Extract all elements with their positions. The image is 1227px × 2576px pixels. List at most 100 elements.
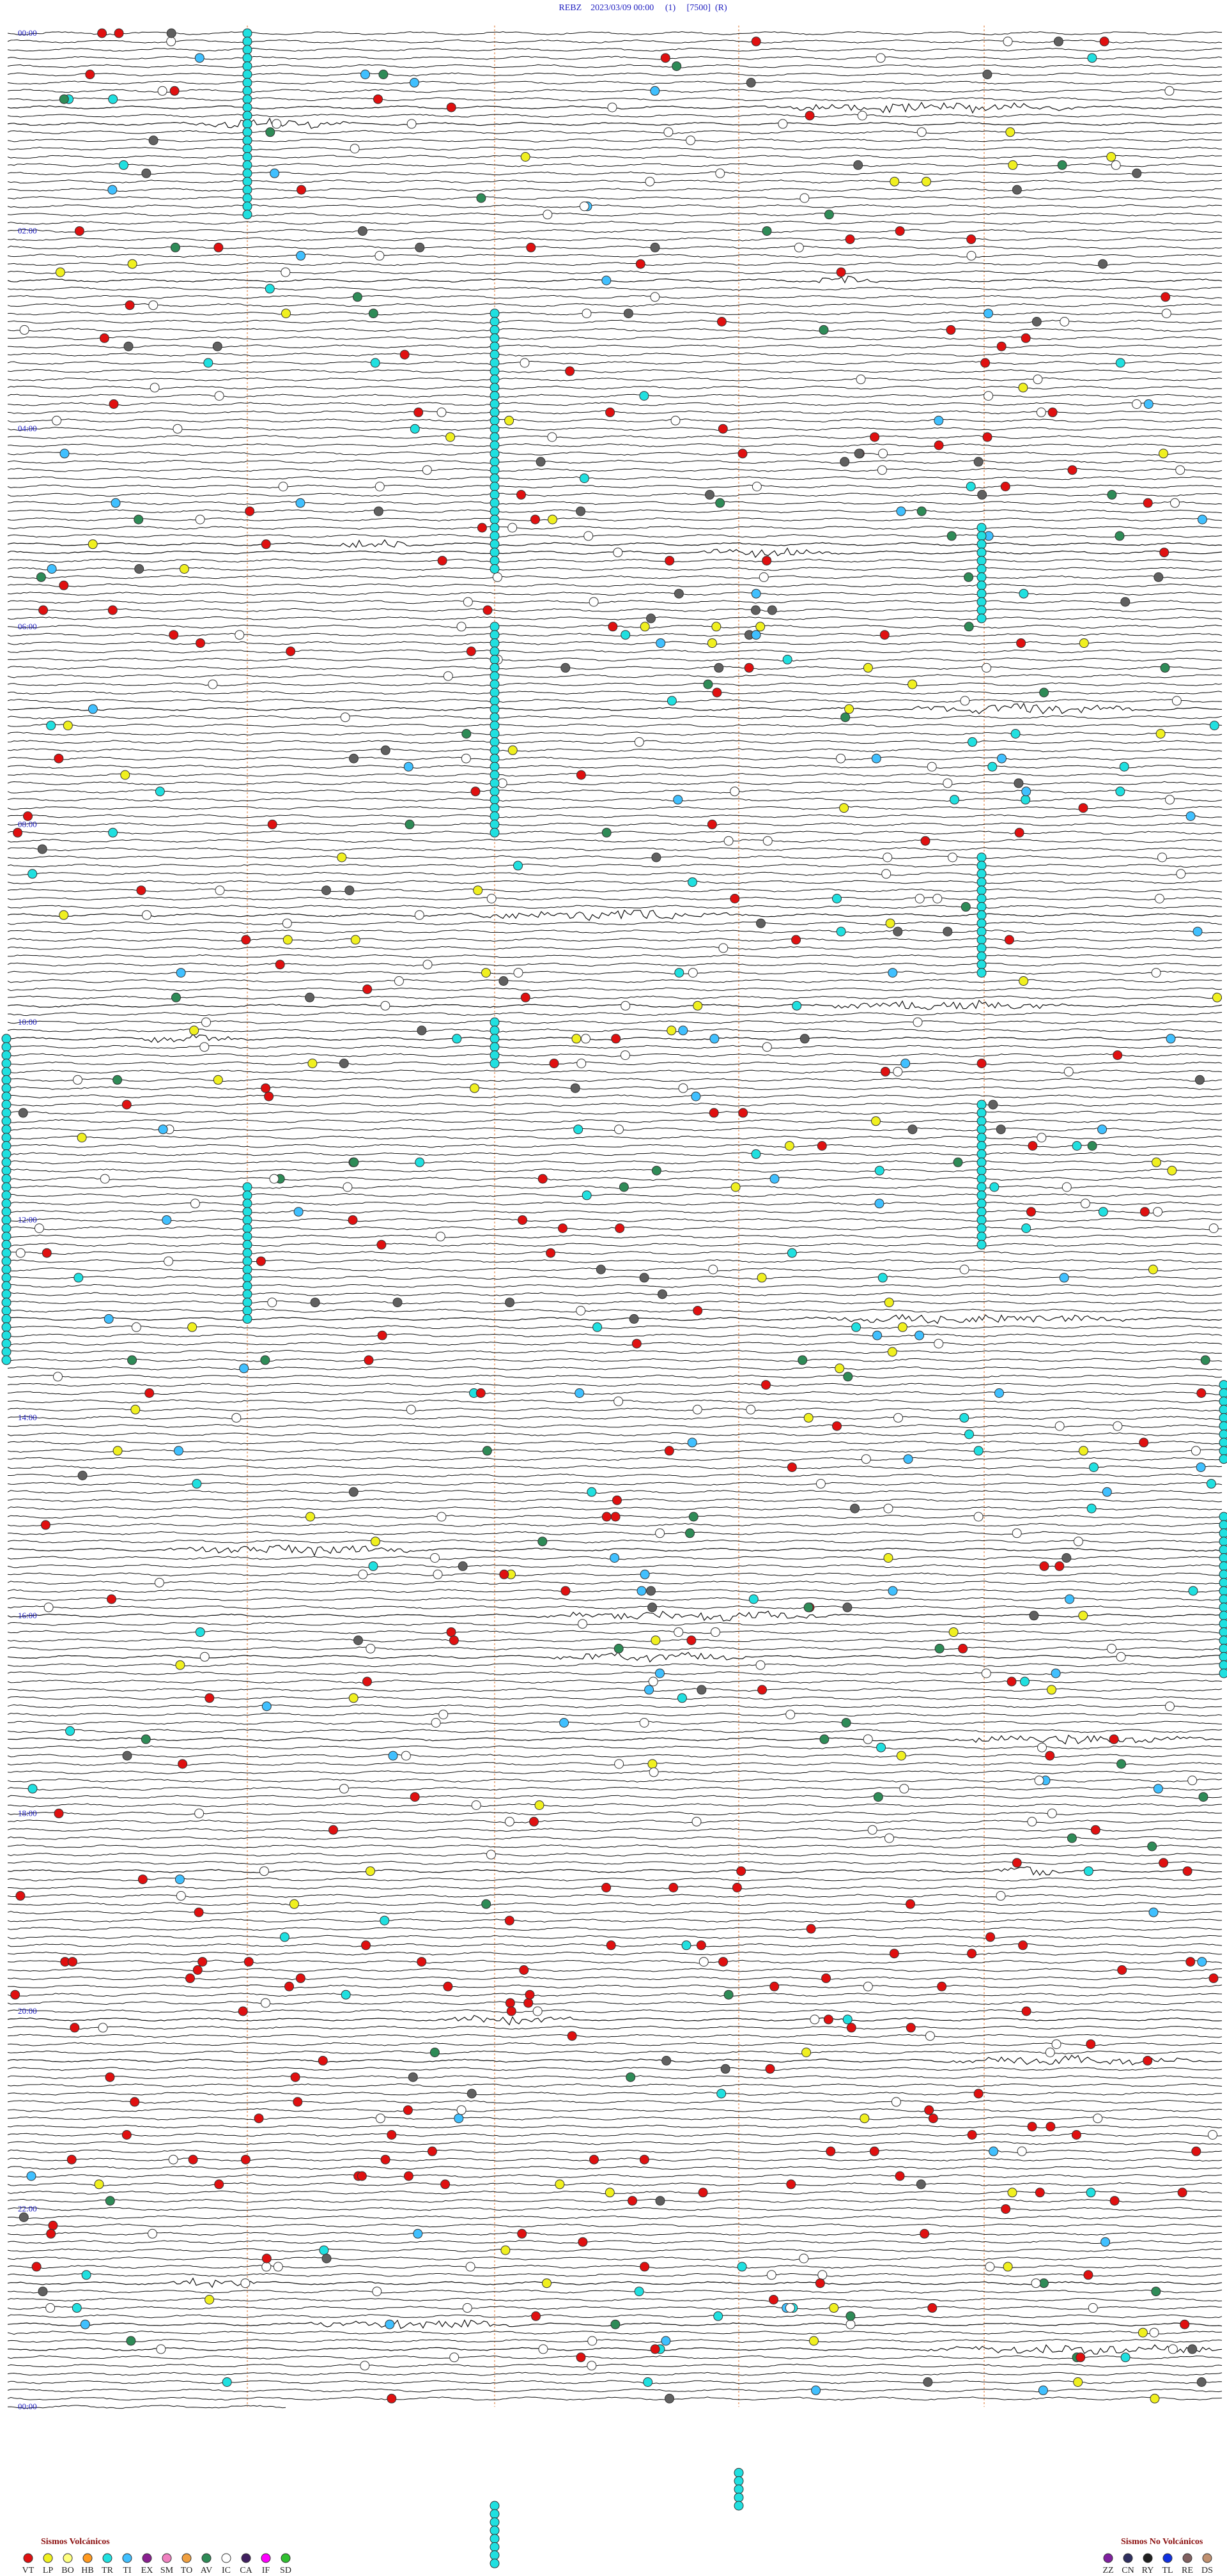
event [1106, 152, 1116, 162]
trace [7, 702, 1223, 714]
event [732, 1883, 742, 1892]
event [576, 1306, 586, 1315]
event [1018, 383, 1028, 393]
event [794, 242, 804, 252]
event [121, 2130, 132, 2140]
legend-marker [23, 2553, 33, 2563]
trace [7, 909, 1223, 921]
event [1208, 1973, 1219, 1983]
trace [7, 575, 1222, 579]
event [490, 523, 500, 533]
event [1115, 786, 1125, 797]
event [467, 2089, 477, 2099]
event [506, 2006, 516, 2016]
event [976, 531, 987, 541]
event [462, 2303, 472, 2313]
event [711, 622, 722, 632]
event [916, 506, 927, 516]
event [1019, 976, 1029, 986]
event [817, 1141, 827, 1151]
event [843, 1372, 853, 1382]
trace [7, 427, 1223, 431]
trace [7, 2273, 1223, 2277]
event [1014, 827, 1024, 838]
event [279, 1932, 289, 1942]
event [610, 2319, 621, 2329]
event [1150, 2393, 1160, 2404]
event [538, 2344, 548, 2354]
event [131, 1322, 141, 1332]
event [619, 1182, 629, 1192]
trace [7, 1078, 1223, 1082]
event [607, 102, 617, 112]
event [267, 1298, 277, 1308]
event [697, 1685, 707, 1695]
trace [7, 188, 1223, 192]
event [1093, 2113, 1103, 2124]
event [976, 539, 987, 549]
event [358, 1569, 368, 1579]
event [1147, 1841, 1157, 1851]
event [40, 1520, 50, 1530]
event [114, 28, 124, 38]
event [916, 127, 927, 137]
event [403, 762, 413, 772]
trace [7, 1860, 1223, 1865]
trace [7, 1110, 1223, 1115]
event [1219, 1404, 1227, 1414]
event [712, 687, 722, 698]
trace [7, 567, 1223, 571]
event [879, 630, 890, 640]
event [504, 1915, 514, 1926]
event [1086, 2188, 1096, 2198]
event [37, 844, 47, 854]
event [1071, 2130, 1081, 2140]
datetime: 2023/03/09 00:00 [590, 3, 654, 13]
event [647, 1602, 658, 1613]
event [490, 465, 500, 475]
event [490, 399, 500, 409]
event [443, 1981, 453, 1991]
event [254, 2113, 264, 2124]
event [757, 1685, 768, 1695]
event [785, 1710, 796, 1720]
trace [7, 1061, 1223, 1066]
event [856, 374, 866, 385]
event [72, 2303, 82, 2313]
event [456, 2105, 467, 2115]
event [578, 2237, 588, 2247]
event [413, 407, 424, 417]
event [261, 1083, 271, 1093]
event [1200, 1355, 1210, 1365]
trace [7, 1506, 1223, 1511]
event [490, 622, 500, 632]
trace [7, 632, 1223, 637]
trace [7, 1209, 1223, 1214]
event [486, 1850, 496, 1860]
event [670, 415, 681, 425]
event [977, 489, 987, 500]
event [748, 1594, 759, 1604]
event [490, 391, 500, 401]
trace [7, 303, 1223, 307]
event [1046, 2122, 1056, 2132]
trace [7, 1522, 1223, 1528]
trace [7, 418, 1223, 423]
event [640, 622, 650, 632]
event [490, 333, 500, 343]
trace [7, 822, 1223, 827]
event [757, 1273, 767, 1283]
hour-labels: 00:00 02:00 04:00 06:00 08:00 10:00 12:00 14:00… [18, 28, 37, 2411]
event [490, 679, 500, 689]
event [238, 2006, 248, 2016]
trace [7, 748, 1223, 753]
event [765, 2064, 775, 2074]
event [1, 1306, 12, 1315]
event [871, 753, 881, 763]
event [290, 2072, 300, 2082]
event [1153, 1784, 1163, 1794]
trace [7, 360, 1223, 365]
event [380, 1000, 390, 1011]
event [792, 1000, 802, 1011]
event [730, 1182, 741, 1192]
